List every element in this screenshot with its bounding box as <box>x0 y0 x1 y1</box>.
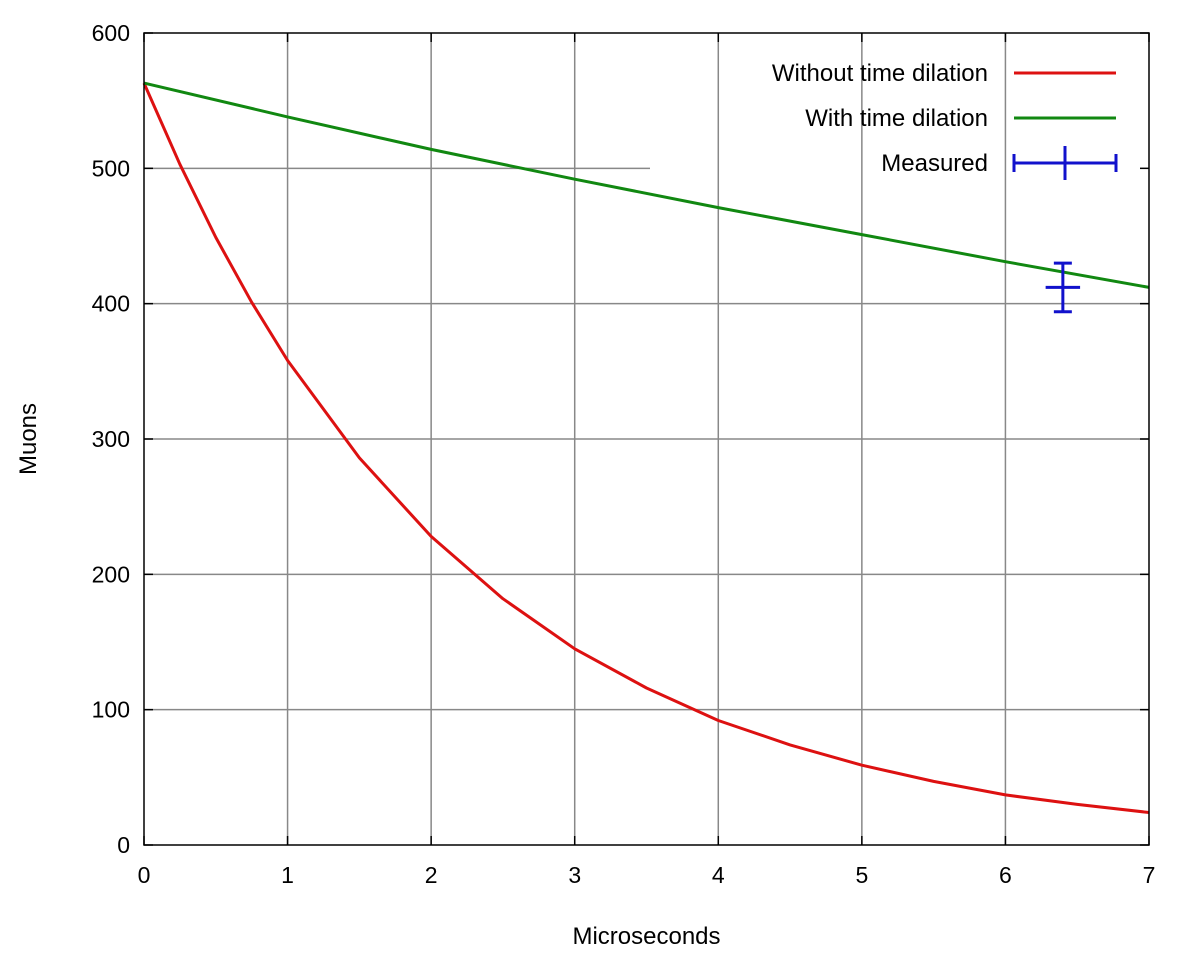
series-without-time-dilation-line <box>142 82 1150 814</box>
x-tick-label: 4 <box>712 862 725 888</box>
grid <box>144 33 1149 845</box>
legend: Without time dilation With time dilation M… <box>772 60 1118 180</box>
x-tick-label: 0 <box>138 862 151 888</box>
x-tick-label: 5 <box>855 862 868 888</box>
legend-label-measured: Measured <box>881 150 988 177</box>
y-tick-label: 0 <box>117 832 130 858</box>
y-tick-label: 600 <box>92 20 130 46</box>
x-tick-label: 1 <box>281 862 294 888</box>
legend-swatch-measured <box>1012 146 1118 180</box>
y-tick-label: 300 <box>92 426 130 452</box>
series-layer <box>142 81 1150 814</box>
y-tick-label: 400 <box>92 291 130 317</box>
measured-point <box>1045 261 1081 314</box>
y-axis-title: Muons <box>15 403 42 475</box>
ticks: 0 1 2 3 4 5 6 7 0 100 200 300 400 500 600 <box>92 20 1156 888</box>
y-tick-label: 100 <box>92 697 130 723</box>
x-tick-label: 7 <box>1143 862 1156 888</box>
y-tick-label: 200 <box>92 561 130 587</box>
legend-label-without-time-dilation: Without time dilation <box>772 60 988 87</box>
x-tick-label: 2 <box>425 862 438 888</box>
legend-label-with-time-dilation: With time dilation <box>805 105 988 132</box>
series-with-time-dilation-line <box>143 81 1150 289</box>
y-tick-label: 500 <box>92 155 130 181</box>
x-tick-label: 3 <box>568 862 581 888</box>
x-tick-label: 6 <box>999 862 1012 888</box>
x-axis-title: Microseconds <box>572 923 720 950</box>
